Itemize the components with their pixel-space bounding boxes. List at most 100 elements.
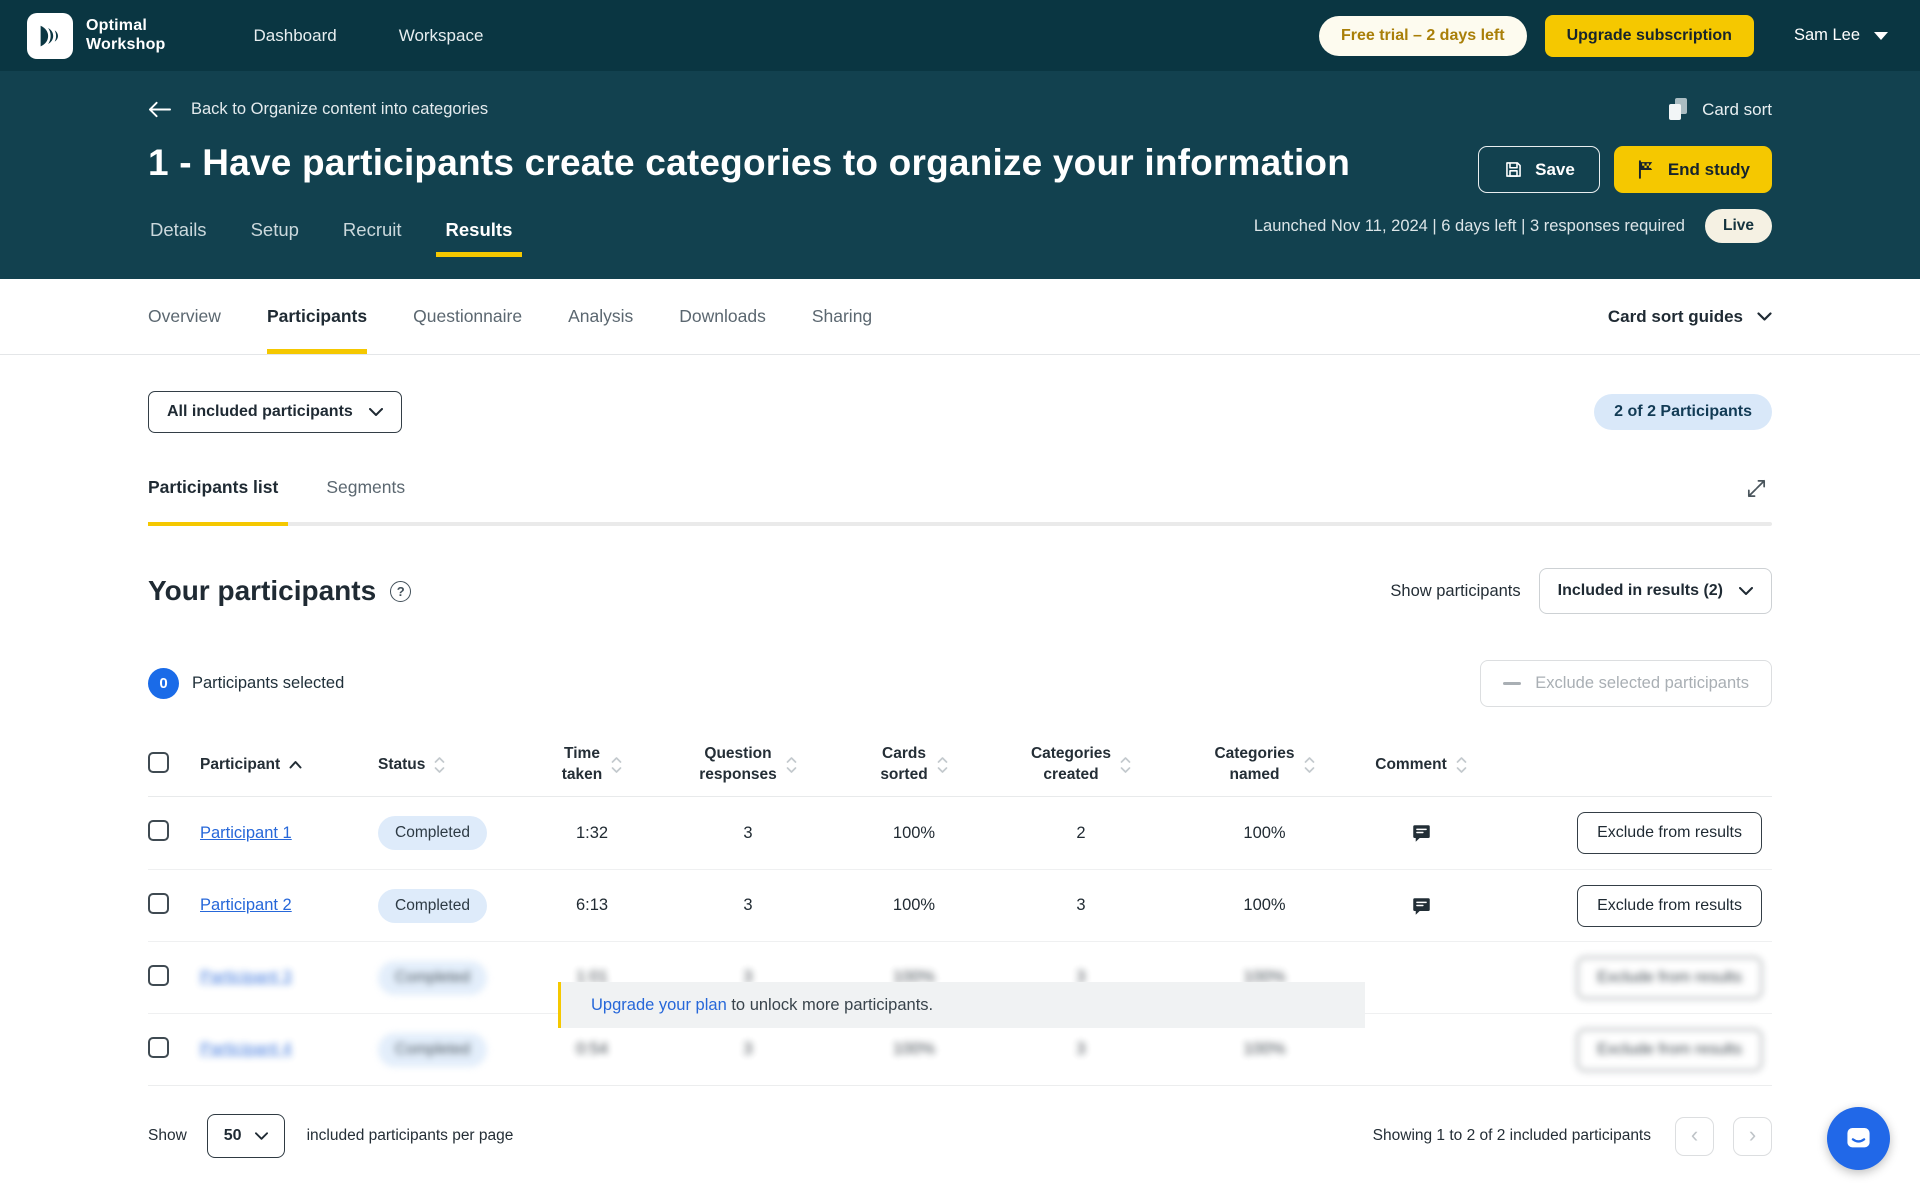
- tab-results[interactable]: Results: [435, 209, 523, 257]
- table-header-row: Participant Status Time taken Question r…: [148, 733, 1772, 797]
- save-button[interactable]: Save: [1478, 146, 1600, 193]
- categories-created-value: 2: [1076, 823, 1086, 842]
- exclude-selected-participants-button[interactable]: Exclude selected participants: [1480, 660, 1772, 707]
- participant-link[interactable]: Participant 4: [200, 1040, 292, 1058]
- top-navbar: Optimal Workshop Dashboard Workspace Fre…: [0, 0, 1920, 71]
- upgrade-subscription-button[interactable]: Upgrade subscription: [1544, 14, 1754, 57]
- tab-recruit[interactable]: Recruit: [342, 219, 402, 240]
- row-checkbox[interactable]: [148, 964, 169, 986]
- nav-workspace[interactable]: Workspace: [398, 25, 484, 45]
- sort-asc-icon: [289, 761, 302, 769]
- time-taken-value: 1:32: [575, 823, 609, 842]
- row-checkbox[interactable]: [148, 1036, 169, 1058]
- tab-segments[interactable]: Segments: [326, 477, 406, 497]
- tab-details[interactable]: Details: [150, 219, 207, 240]
- categories-named-value: 100%: [1243, 823, 1286, 842]
- comment-icon[interactable]: [1410, 895, 1433, 917]
- col-participant[interactable]: Participant: [200, 756, 378, 774]
- col-cards-sorted[interactable]: Cards sorted: [838, 744, 990, 786]
- next-page-button[interactable]: ›: [1733, 1116, 1772, 1156]
- sort-icon: [1456, 756, 1467, 773]
- time-taken-value: 0:54: [575, 1040, 609, 1058]
- table-row: Participant 3 Completed 1:01 3 100% 3 100% Excl…: [148, 941, 1772, 1013]
- sort-icon: [1120, 756, 1131, 773]
- user-name: Sam Lee: [1793, 26, 1860, 44]
- time-taken-value: 6:13: [575, 896, 609, 914]
- participant-link[interactable]: Participant 2: [200, 896, 292, 914]
- col-status[interactable]: Status: [378, 755, 526, 775]
- subtab-downloads[interactable]: Downloads: [679, 306, 766, 326]
- table-footer: Show 50 included participants per page S…: [148, 1114, 1772, 1158]
- col-question-responses[interactable]: Question responses: [658, 744, 838, 786]
- included-participants-filter-dropdown[interactable]: All included participants: [148, 391, 402, 433]
- study-header: Back to Organize content into categories…: [0, 71, 1920, 279]
- subtab-questionnaire[interactable]: Questionnaire: [413, 306, 523, 326]
- exclude-from-results-button[interactable]: Exclude from results: [1577, 1028, 1762, 1071]
- list-tabs-track: [148, 522, 1772, 526]
- list-tabs: Participants list Segments: [148, 477, 1772, 522]
- categories-named-value: 100%: [1243, 1040, 1286, 1058]
- chevron-down-icon: [254, 1131, 268, 1140]
- show-label: Show: [148, 1127, 187, 1144]
- exclude-from-results-button[interactable]: Exclude from results: [1577, 812, 1762, 854]
- study-title: 1 - Have participants create categories …: [148, 142, 1351, 183]
- tab-setup[interactable]: Setup: [250, 219, 299, 240]
- sort-icon: [1304, 756, 1314, 773]
- nav-dashboard[interactable]: Dashboard: [253, 25, 337, 45]
- time-taken-value: 1:01: [575, 968, 609, 986]
- status-badge: Completed: [378, 960, 487, 995]
- show-participants-label: Show participants: [1390, 581, 1521, 600]
- categories-created-value: 3: [1076, 968, 1086, 986]
- question-responses-value: 3: [743, 968, 753, 986]
- upgrade-plan-banner: Upgrade your plan to unlock more partici…: [558, 982, 1365, 1028]
- sort-icon: [611, 756, 622, 773]
- comment-icon[interactable]: [1410, 822, 1433, 844]
- tab-participants-list[interactable]: Participants list: [148, 477, 279, 497]
- optimal-workshop-logo-icon: [27, 12, 73, 59]
- participant-link[interactable]: Participant 1: [200, 823, 292, 842]
- page-size-dropdown[interactable]: 50: [206, 1114, 285, 1158]
- upgrade-banner-text: to unlock more participants.: [726, 995, 934, 1014]
- subtab-sharing[interactable]: Sharing: [811, 306, 873, 326]
- expand-icon[interactable]: [1745, 477, 1768, 505]
- categories-named-value: 100%: [1243, 896, 1286, 914]
- back-link[interactable]: Back to Organize content into categories: [148, 100, 488, 119]
- optimal-workshop-logo[interactable]: Optimal Workshop: [27, 12, 166, 59]
- section-heading: Your participants: [148, 575, 377, 606]
- col-comment[interactable]: Comment: [1357, 755, 1485, 775]
- question-responses-value: 3: [743, 896, 753, 914]
- study-tabs: Details Setup Recruit Results: [148, 209, 523, 257]
- help-icon[interactable]: ?: [390, 580, 412, 602]
- upgrade-plan-link[interactable]: Upgrade your plan: [591, 995, 727, 1014]
- previous-page-button[interactable]: ‹: [1675, 1116, 1714, 1156]
- question-responses-value: 3: [743, 1040, 753, 1058]
- selected-count-badge: 0: [148, 668, 179, 699]
- cards-sorted-value: 100%: [892, 896, 936, 914]
- chat-launcher-button[interactable]: [1827, 1107, 1890, 1170]
- exclude-from-results-button[interactable]: Exclude from results: [1577, 956, 1762, 999]
- table-row: Participant 2 Completed 6:13 3 100% 3 100% Excl…: [148, 869, 1772, 941]
- col-categories-created[interactable]: Categories created: [990, 744, 1172, 786]
- subtab-overview[interactable]: Overview: [148, 306, 221, 326]
- card-sort-icon: [1669, 98, 1688, 120]
- user-menu[interactable]: Sam Lee: [1794, 26, 1888, 45]
- col-categories-named[interactable]: Categories named: [1172, 744, 1357, 786]
- row-checkbox[interactable]: [148, 820, 169, 841]
- subtab-participants[interactable]: Participants: [266, 279, 368, 354]
- col-time-taken[interactable]: Time taken: [526, 744, 658, 786]
- card-sort-guides-dropdown[interactable]: Card sort guides: [1608, 279, 1772, 354]
- selected-label: Participants selected: [192, 674, 345, 692]
- included-in-results-dropdown[interactable]: Included in results (2): [1538, 568, 1772, 614]
- cards-sorted-value: 100%: [892, 1040, 936, 1058]
- free-trial-badge: Free trial – 2 days left: [1318, 15, 1527, 56]
- chat-icon: [1847, 1127, 1870, 1148]
- study-meta: Launched Nov 11, 2024 | 6 days left | 3 …: [1253, 216, 1685, 235]
- end-study-button[interactable]: End study: [1613, 146, 1772, 193]
- status-badge: Completed: [378, 1032, 487, 1067]
- subtab-analysis[interactable]: Analysis: [568, 306, 634, 326]
- exclude-from-results-button[interactable]: Exclude from results: [1577, 884, 1762, 927]
- select-all-checkbox[interactable]: [148, 751, 169, 773]
- participant-link[interactable]: Participant 3: [200, 968, 292, 986]
- question-responses-value: 3: [743, 823, 753, 842]
- row-checkbox[interactable]: [148, 892, 169, 914]
